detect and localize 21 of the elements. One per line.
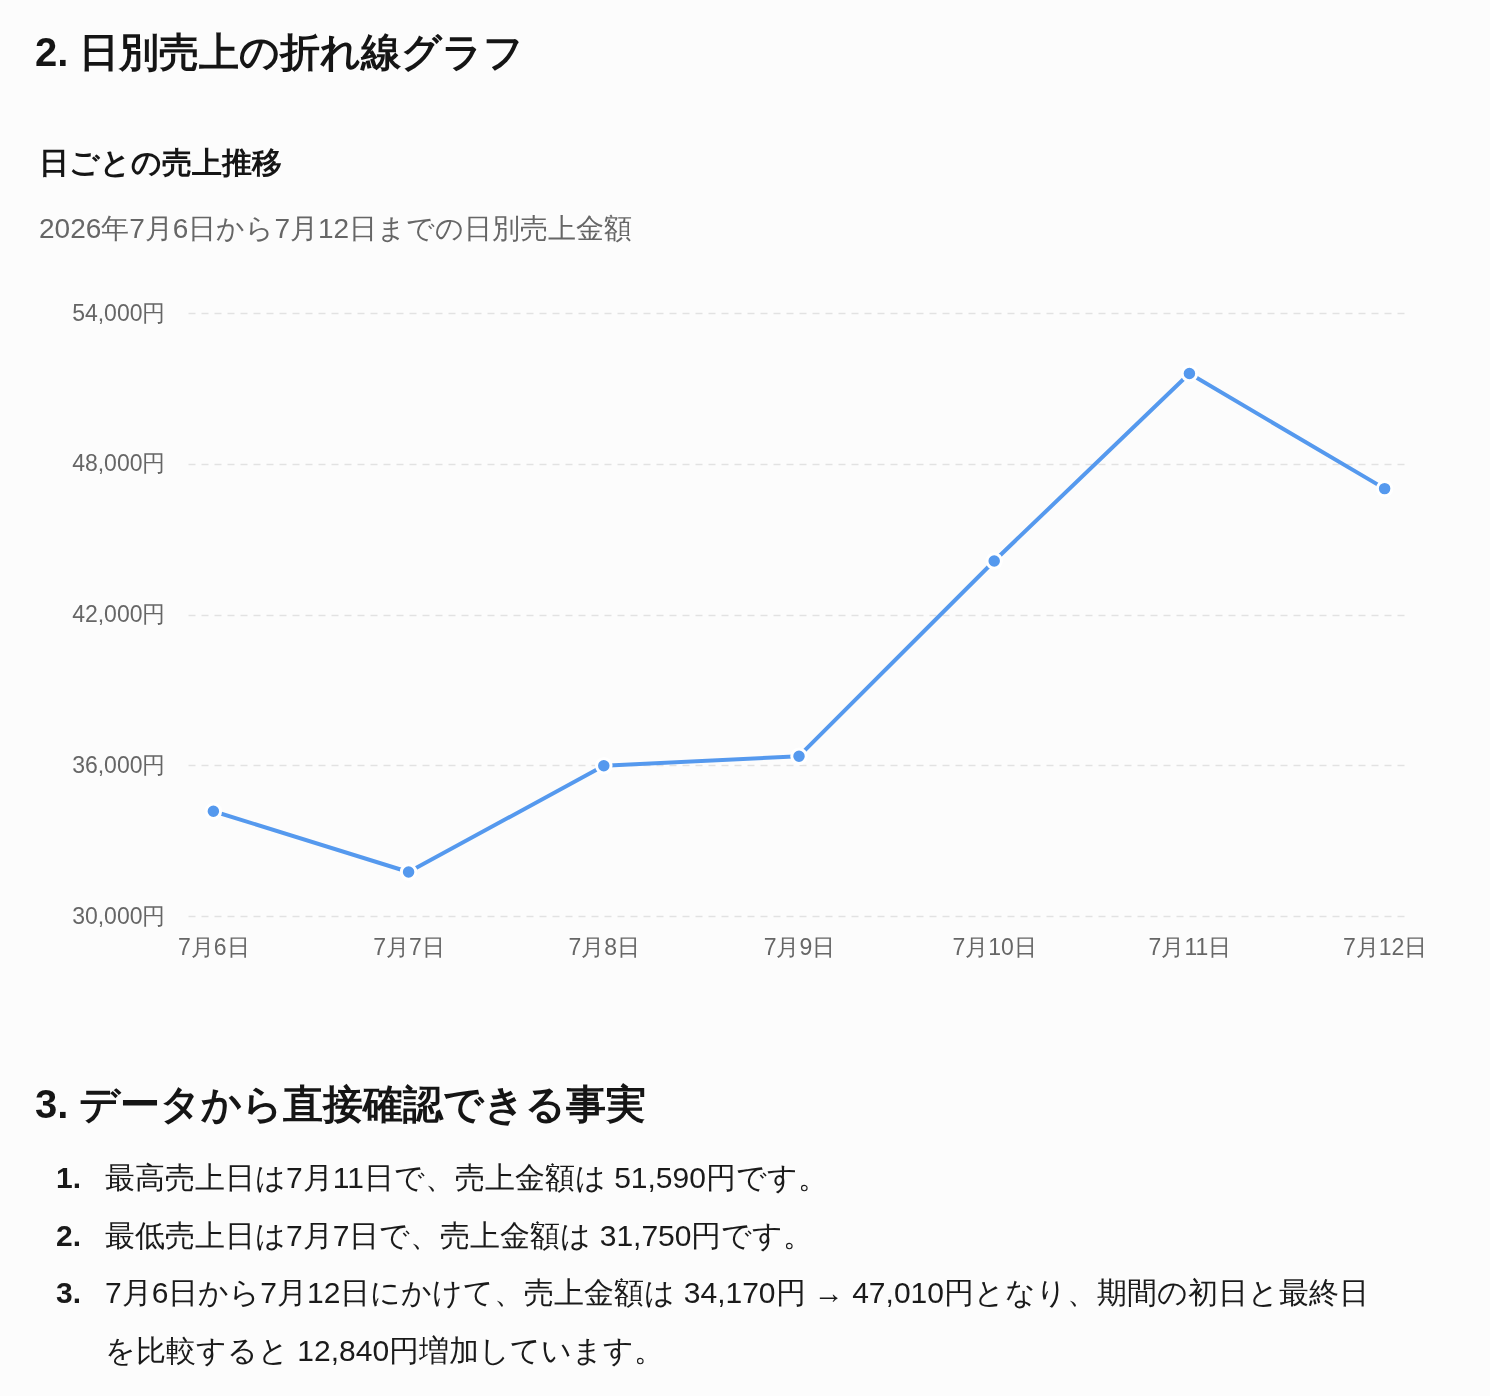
x-tick-label: 7月12日: [1342, 933, 1428, 960]
y-tick-label: 54,000円: [72, 299, 166, 326]
y-tick-label: 36,000円: [72, 751, 166, 778]
text: 3. 7月6日から7月12日にかけて、売上金額は 34,170円 → 47,010円となり、期間の初日と最終日を比較すると 12,840円増加しています。: [55, 1275, 1370, 1369]
x-tick-label: 7月6日: [178, 933, 250, 960]
chart-subtitle: 2026年7月6日から7月12日までの日別売上金額: [39, 213, 633, 244]
text: 3. データから直接確認できる事実: [35, 1081, 647, 1128]
point: [790, 747, 808, 765]
x-tick-label: 7月7日: [373, 933, 445, 960]
point: [985, 552, 1003, 570]
text: 1. 最高売上日は7月11日で、売上金額は 51,590円です。: [55, 1160, 829, 1196]
y-tick-label: 42,000円: [72, 601, 166, 627]
text: 2. 日別売上の折れ線グラフ: [35, 29, 525, 76]
x-tick-label: 7月10日: [952, 933, 1037, 960]
chart-title: 日ごとの売上推移: [39, 146, 282, 179]
x-tick-label: 7月9日: [763, 933, 836, 960]
y-tick-label: 48,000円: [72, 450, 166, 477]
x-tick-label: 7月11日: [1148, 933, 1232, 960]
text: 2. 最低売上日は7月7日で、売上金額は 31,750円です。: [55, 1217, 815, 1254]
x-tick-label: 7月8日: [568, 933, 641, 960]
y-tick-label: 30,000円: [72, 902, 166, 929]
